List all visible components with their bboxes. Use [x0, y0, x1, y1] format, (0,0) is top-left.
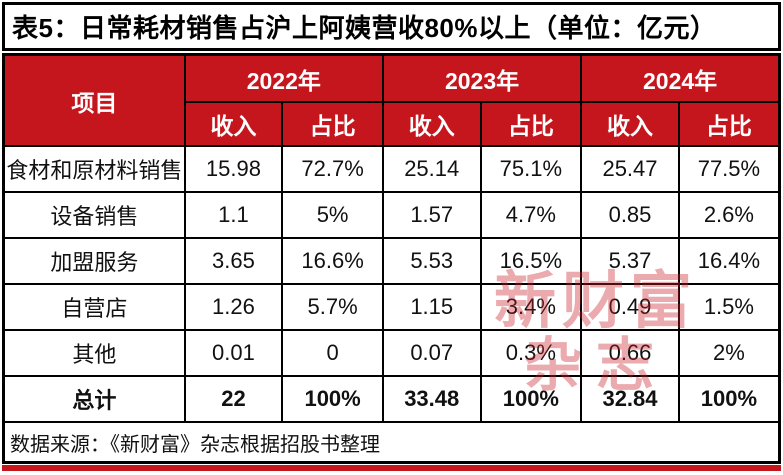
source-note-row: 数据来源：《新财富》杂志根据招股书整理 — [2, 421, 781, 464]
cell-value: 2% — [677, 329, 781, 377]
page-title: 表5：日常耗材销售占沪上阿姨营收80%以上（单位：亿元） — [12, 13, 717, 43]
subcol-share-2024: 占比 — [677, 101, 781, 147]
cell-value: 5.53 — [381, 237, 482, 285]
row-item-label: 加盟服务 — [2, 237, 186, 285]
cell-value: 1.15 — [381, 283, 482, 331]
source-note: 数据来源：《新财富》杂志根据招股书整理 — [2, 421, 781, 464]
cell-value: 5.37 — [580, 237, 680, 285]
table-header-years: 项目 2022年 2023年 2024年 — [2, 53, 781, 147]
subcol-share-2022: 占比 — [281, 101, 384, 147]
col-header-2024: 2024年 — [580, 53, 781, 103]
cell-value: 100% — [677, 375, 781, 423]
row-item-label: 设备销售 — [2, 191, 186, 239]
subcol-revenue-2023: 收入 — [381, 101, 482, 147]
cell-value: 16.6% — [281, 237, 384, 285]
cell-value: 15.98 — [183, 145, 284, 193]
cell-value: 0.66 — [580, 329, 680, 377]
cell-value: 33.48 — [381, 375, 482, 423]
cell-value: 75.1% — [479, 145, 583, 193]
cell-value: 72.7% — [281, 145, 384, 193]
cell-value: 16.4% — [677, 237, 781, 285]
cell-value: 0.01 — [183, 329, 284, 377]
cell-value: 1.26 — [183, 283, 284, 331]
cell-value: 3.4% — [479, 283, 583, 331]
table-row: 设备销售 1.1 5% 1.57 4.7% 0.85 2.6% — [2, 191, 781, 239]
table-row-total: 总计 22 100% 33.48 100% 32.84 100% — [2, 375, 781, 423]
cell-value: 0.3% — [479, 329, 583, 377]
cell-value: 32.84 — [580, 375, 680, 423]
row-item-label: 其他 — [2, 329, 186, 377]
bottom-red-bar — [2, 465, 781, 471]
cell-value: 0 — [281, 329, 384, 377]
cell-value: 25.14 — [381, 145, 482, 193]
cell-value: 1.57 — [381, 191, 482, 239]
table-header-subcolumns: 收入 占比 收入 占比 收入 占比 — [4, 101, 781, 147]
cell-value: 0.07 — [381, 329, 482, 377]
cell-value: 5.7% — [281, 283, 384, 331]
cell-value: 3.65 — [183, 237, 284, 285]
revenue-table: 项目 2022年 2023年 2024年 收入 占比 收入 占比 收入 占比 食… — [2, 53, 781, 464]
cell-value: 77.5% — [677, 145, 781, 193]
title-bar: 表5：日常耗材销售占沪上阿姨营收80%以上（单位：亿元） — [2, 2, 781, 51]
table-row: 自营店 1.26 5.7% 1.15 3.4% 0.49 1.5% — [2, 283, 781, 331]
cell-value: 25.47 — [580, 145, 680, 193]
row-item-label: 食材和原材料销售 — [2, 145, 186, 193]
cell-value: 22 — [183, 375, 284, 423]
subcol-share-2023: 占比 — [479, 101, 583, 147]
table-row: 加盟服务 3.65 16.6% 5.53 16.5% 5.37 16.4% — [2, 237, 781, 285]
subcol-revenue-2024: 收入 — [580, 101, 680, 147]
cell-value: 2.6% — [677, 191, 781, 239]
table-row: 其他 0.01 0 0.07 0.3% 0.66 2% — [2, 329, 781, 377]
col-header-2022: 2022年 — [183, 53, 384, 103]
cell-value: 1.5% — [677, 283, 781, 331]
cell-value: 1.1 — [183, 191, 284, 239]
cell-value: 100% — [479, 375, 583, 423]
cell-value: 16.5% — [479, 237, 583, 285]
cell-value: 0.85 — [580, 191, 680, 239]
cell-value: 100% — [281, 375, 384, 423]
col-header-2023: 2023年 — [381, 53, 583, 103]
row-item-label: 总计 — [2, 375, 186, 423]
cell-value: 4.7% — [479, 191, 583, 239]
col-header-item: 项目 — [2, 53, 186, 147]
row-item-label: 自营店 — [2, 283, 186, 331]
cell-value: 0.49 — [580, 283, 680, 331]
subcol-revenue-2022: 收入 — [183, 101, 284, 147]
cell-value: 5% — [281, 191, 384, 239]
table-row: 食材和原材料销售 15.98 72.7% 25.14 75.1% 25.47 7… — [2, 145, 781, 193]
